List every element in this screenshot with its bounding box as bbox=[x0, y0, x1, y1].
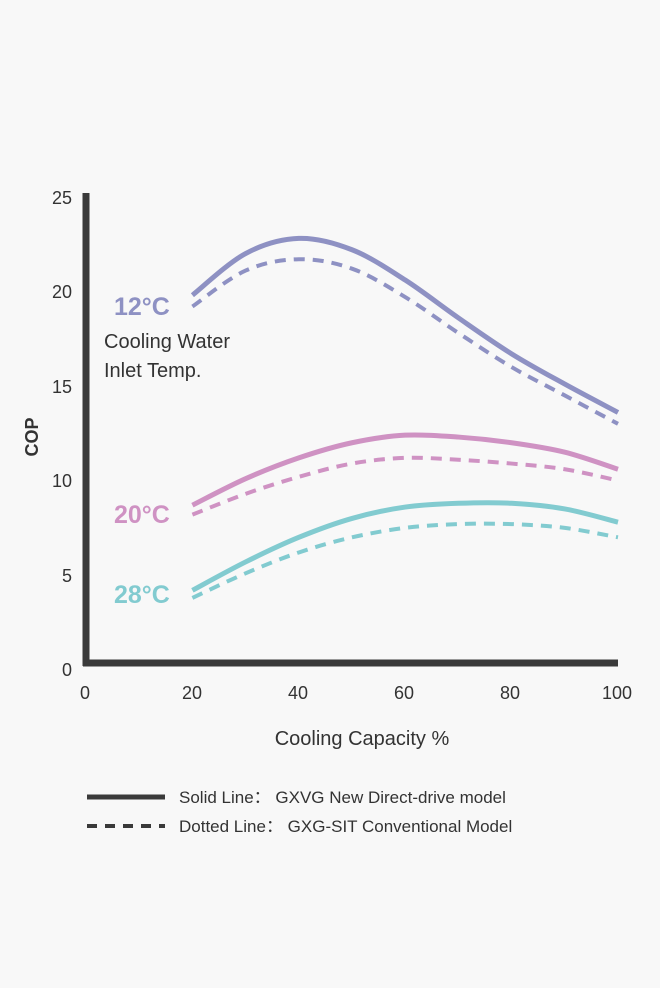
y-tick-label: 20 bbox=[52, 282, 72, 302]
x-tick-label: 40 bbox=[288, 683, 308, 703]
temp-label-28: 28°C bbox=[114, 581, 170, 609]
series-dotted-12c bbox=[191, 257, 619, 426]
temp-label-12: 12°C bbox=[114, 293, 170, 321]
y-axis-label: COP bbox=[22, 417, 42, 456]
series-dotted-28c bbox=[191, 521, 619, 600]
legend-dotted-text: Dotted Line： GXG-SIT Conventional Model bbox=[179, 817, 512, 836]
y-tick-label: 0 bbox=[62, 660, 72, 680]
annotation-line-1: Cooling Water bbox=[104, 331, 230, 353]
y-tick-label: 15 bbox=[52, 377, 72, 397]
series-solid-28c bbox=[191, 500, 619, 593]
temp-label-20: 20°C bbox=[114, 501, 170, 529]
y-tick-label: 5 bbox=[62, 566, 72, 586]
x-tick-label: 100 bbox=[602, 683, 632, 703]
x-tick-label: 0 bbox=[80, 683, 90, 703]
y-tick-label: 10 bbox=[52, 471, 72, 491]
legend-solid-text: Solid Line： GXVG New Direct-drive model bbox=[179, 788, 506, 807]
y-tick-label: 25 bbox=[52, 188, 72, 208]
x-tick-label: 20 bbox=[182, 683, 202, 703]
annotation-line-2: Inlet Temp. bbox=[104, 360, 201, 382]
series-solid-20c bbox=[191, 432, 619, 508]
x-axis-label: Cooling Capacity % bbox=[275, 728, 450, 750]
series-dotted-20c bbox=[191, 455, 619, 517]
series-solid-12c bbox=[190, 235, 620, 415]
x-tick-label: 80 bbox=[500, 683, 520, 703]
x-tick-label: 60 bbox=[394, 683, 414, 703]
